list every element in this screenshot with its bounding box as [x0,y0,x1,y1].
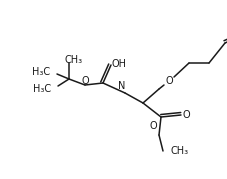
Text: O: O [148,121,156,131]
Text: O: O [165,76,172,86]
Text: N: N [118,81,125,91]
Text: CH₃: CH₃ [65,55,83,65]
Text: CH₃: CH₃ [170,146,188,156]
Text: O: O [81,76,89,86]
Text: H₃C: H₃C [32,67,50,77]
Text: O: O [181,110,189,120]
Text: H₃C: H₃C [33,84,51,94]
Text: OH: OH [111,59,126,69]
